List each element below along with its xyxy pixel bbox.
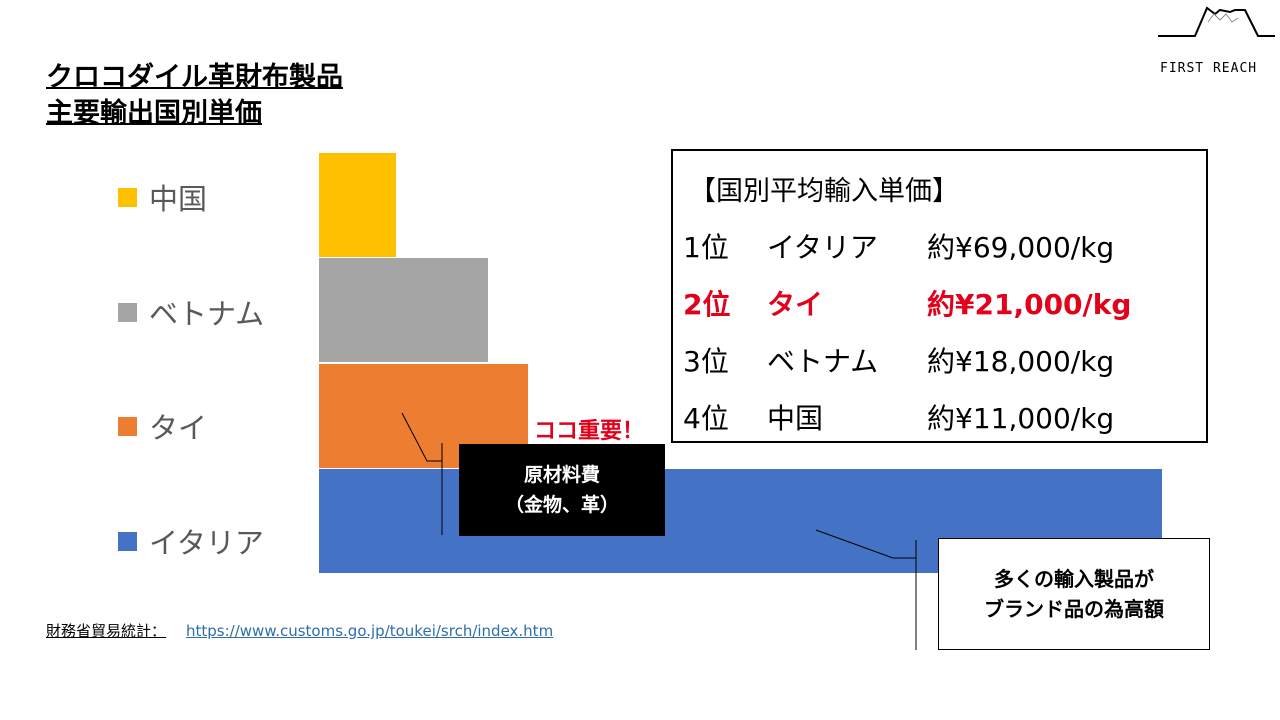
legend-label: 中国 [149,182,208,216]
legend-item: ベトナム [118,291,264,333]
legend-item: イタリア [118,520,264,562]
rank: 2位 [683,288,731,321]
callout-text: 原材料費 [523,464,600,486]
country: タイ [767,288,824,321]
legend-swatch [118,416,137,436]
price-ranking-box: 【国別平均輸入単価】 1位 イタリア 約¥69,000/kg 2位 タイ 約¥21,000… [671,149,1208,443]
legend-swatch [118,531,137,551]
title-line-1: クロコダイル革財布製品 [46,62,343,93]
source-note: 財務省貿易統計： https://www.customs.go.jp/toukei… [46,620,553,641]
logo-text: FIRST REACH [1160,61,1257,76]
legend-swatch [118,302,137,322]
price-row: 2位 タイ 約¥21,000/kg [683,283,1131,323]
rank: 3位 [683,345,729,378]
materials-callout: 原材料費 （金物、革） [459,444,665,536]
price-row: 3位 ベトナム 約¥18,000/kg [683,340,1114,380]
price-row: 4位 中国 約¥11,000/kg [683,397,1114,437]
rank: 4位 [683,402,729,435]
legend-swatch [118,187,137,207]
price: 約¥18,000/kg [927,345,1115,378]
first-reach-logo: FIRST REACH [1158,6,1275,76]
source-label: 財務省貿易統計： [46,622,167,640]
legend-label: イタリア [149,526,264,560]
rank: 1位 [683,231,729,264]
legend-item: 中国 [118,176,207,218]
country: 中国 [767,402,824,435]
important-label: ココ重要！ [534,419,645,444]
country: イタリア [767,231,878,264]
source-link[interactable]: https://www.customs.go.jp/toukei/srch/in… [186,622,554,640]
price: 約¥69,000/kg [927,231,1115,264]
legend-label: タイ [149,411,208,445]
callout-text: （金物、革） [504,494,619,516]
country: ベトナム [767,345,879,378]
callout-text: ブランド品の為高額 [984,597,1164,621]
bar-1 [319,258,489,362]
bar-0 [319,153,396,257]
callout-text: 多くの輸入製品が [994,567,1154,591]
title-line-2: 主要輸出国別単価 [46,98,262,129]
slide-title: クロコダイル革財布製品 主要輸出国別単価 [46,60,343,132]
price-row: 1位 イタリア 約¥69,000/kg [683,226,1114,266]
legend-label: ベトナム [149,297,265,331]
price-box-heading: 【国別平均輸入単価】 [689,176,959,207]
brand-callout: 多くの輸入製品が ブランド品の為高額 [938,538,1210,650]
price: 約¥11,000/kg [927,402,1115,435]
legend-item: タイ [118,405,207,447]
price: 約¥21,000/kg [927,288,1132,321]
